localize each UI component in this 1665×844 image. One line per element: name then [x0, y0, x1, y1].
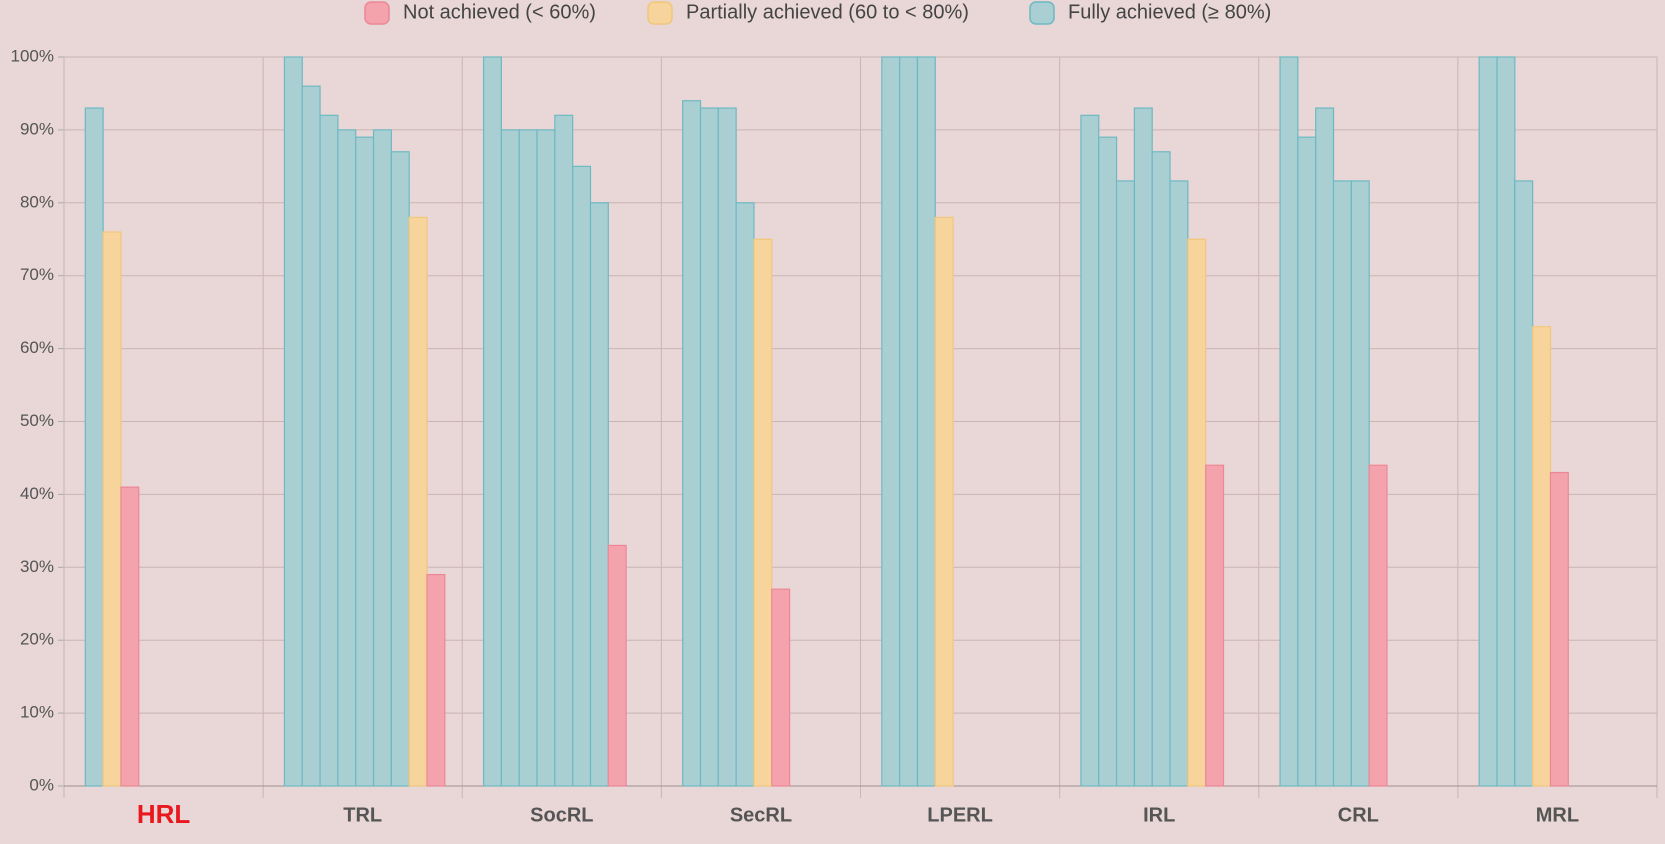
y-tick-label: 60%	[20, 338, 54, 357]
bar	[554, 114, 574, 787]
y-tick-label: 100%	[11, 46, 54, 65]
bar	[699, 107, 719, 787]
bar	[1098, 136, 1118, 787]
bar	[589, 202, 609, 787]
bar	[1514, 180, 1534, 787]
y-tick-label: 40%	[20, 484, 54, 503]
bar	[408, 216, 428, 787]
bar	[536, 129, 556, 787]
bar	[319, 114, 339, 787]
legend-swatch	[647, 1, 673, 25]
legend-swatch	[1029, 1, 1055, 25]
x-tick-label: LPERL	[927, 804, 993, 826]
legend-label: Fully achieved (≥ 80%)	[1068, 1, 1271, 23]
bar	[1549, 471, 1569, 787]
legend-swatch	[364, 1, 390, 25]
bar	[771, 588, 791, 787]
bar	[735, 202, 755, 787]
bar	[1478, 56, 1498, 787]
bar	[753, 238, 773, 787]
bar	[1279, 56, 1299, 787]
y-tick-label: 50%	[20, 411, 54, 430]
bar	[518, 129, 538, 787]
x-tick-label: MRL	[1536, 804, 1579, 826]
y-tick-label: 0%	[29, 775, 54, 794]
x-tick-label: HRL	[137, 799, 191, 829]
bar	[283, 56, 303, 787]
bar	[1169, 180, 1189, 787]
bar	[390, 151, 410, 787]
x-tick-label: SecRL	[730, 804, 792, 826]
y-tick-label: 90%	[20, 119, 54, 138]
x-tick-label: IRL	[1143, 804, 1175, 826]
legend-label: Not achieved (< 60%)	[403, 1, 596, 23]
bar	[1332, 180, 1352, 787]
bar	[301, 85, 321, 787]
bar	[337, 129, 357, 787]
bar	[899, 56, 919, 787]
bar	[1315, 107, 1335, 787]
bar	[120, 486, 140, 787]
bar	[1205, 464, 1225, 787]
bar	[1080, 114, 1100, 787]
bar	[426, 573, 446, 787]
y-tick-label: 70%	[20, 265, 54, 284]
bar	[934, 216, 954, 787]
bar	[881, 56, 901, 787]
x-tick-label: CRL	[1338, 804, 1379, 826]
bar	[1151, 151, 1171, 787]
bar	[372, 129, 392, 787]
bar	[916, 56, 936, 787]
bar	[717, 107, 737, 787]
y-tick-label: 80%	[20, 192, 54, 211]
bar	[1115, 180, 1135, 787]
bar	[482, 56, 502, 787]
bar	[682, 100, 702, 787]
bar	[1187, 238, 1207, 787]
legend-label: Partially achieved (60 to < 80%)	[686, 1, 969, 23]
x-tick-label: TRL	[343, 804, 382, 826]
y-tick-label: 30%	[20, 557, 54, 576]
x-tick-label: SocRL	[530, 804, 593, 826]
bar	[355, 136, 375, 787]
bar	[1368, 464, 1388, 787]
bar	[1350, 180, 1370, 787]
bar	[500, 129, 520, 787]
y-tick-label: 20%	[20, 630, 54, 649]
bar	[607, 544, 627, 787]
bar	[1496, 56, 1516, 787]
bar	[572, 165, 592, 787]
bar	[1133, 107, 1153, 787]
y-tick-label: 10%	[20, 703, 54, 722]
bar	[1297, 136, 1317, 787]
bar	[1532, 326, 1552, 787]
bar	[84, 107, 104, 787]
bar	[102, 231, 122, 787]
